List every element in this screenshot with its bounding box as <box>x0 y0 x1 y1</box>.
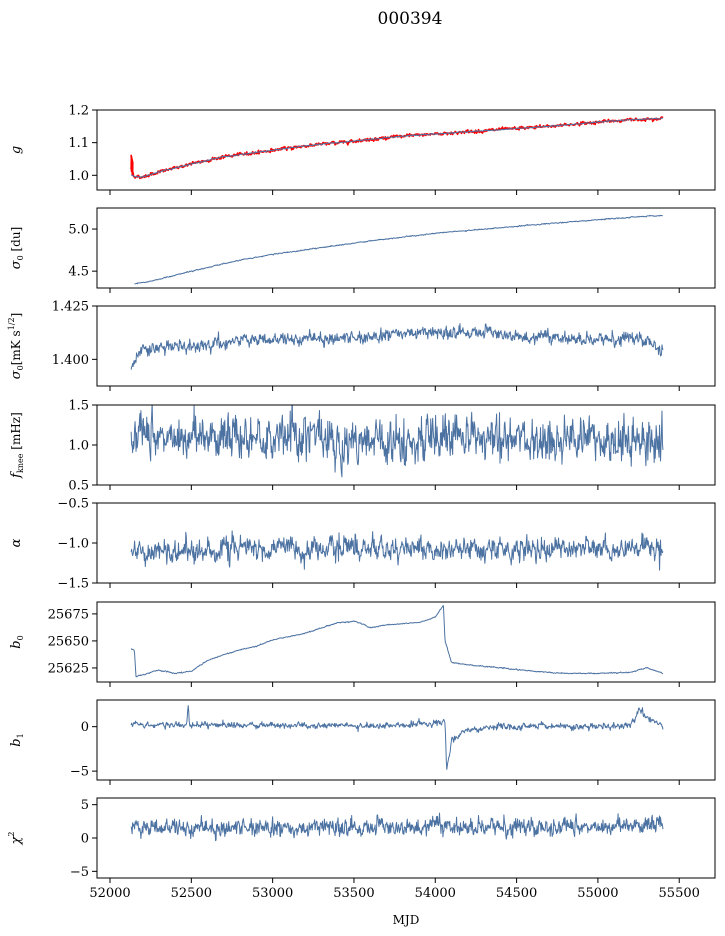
series-group <box>130 530 664 571</box>
y-axis-label-g: g <box>9 146 24 154</box>
series-group <box>134 214 663 285</box>
panel-sigma0-du: 4.5 5.0 σ0 [du] <box>9 207 716 293</box>
figure-title: 000394 <box>378 9 443 29</box>
y-tick-label: −1.0 <box>57 537 89 552</box>
x-tick-label: 53500 <box>333 886 374 901</box>
y-tick-label: −5 <box>70 865 89 880</box>
x-axis-label: MJD <box>393 913 420 927</box>
y-tick-label: 1.0 <box>68 439 89 454</box>
axes-frame <box>96 601 716 683</box>
axes-frame <box>96 305 716 387</box>
y-tick-label: −1.5 <box>57 577 89 592</box>
x-tick-label: 55000 <box>577 886 618 901</box>
series-group <box>130 405 664 478</box>
series-group <box>130 605 664 678</box>
y-tick-label: 1.5 <box>68 399 89 414</box>
x-tick-label: 52000 <box>89 886 130 901</box>
panel-sigma0-mks: 1.400 1.425 σ0[mK s1/2] <box>7 300 716 391</box>
series-line-b1-0 <box>130 705 664 770</box>
y-axis-label-chi2: χ2 <box>7 832 24 846</box>
y-tick-label: 25675 <box>48 607 89 622</box>
series-group <box>130 812 664 842</box>
y-tick-label: 1.2 <box>68 104 89 119</box>
y-tick-label: 0 <box>81 720 89 735</box>
panels: 1.0 1.1 1.2 g 4.5 5.0 σ0 [du] 1.400 1.425 σ0[mK s… <box>7 104 716 901</box>
series-line-g-0 <box>130 116 664 180</box>
panel-alpha: −1.5 −1.0 −0.5 α <box>9 497 716 592</box>
x-tick-label: 54000 <box>415 886 456 901</box>
series-group <box>130 323 664 370</box>
axes-frame <box>96 699 716 781</box>
series-line-sigma0-du-0 <box>134 214 663 285</box>
y-axis-label-b1: b1 <box>9 733 25 746</box>
y-tick-label: 0 <box>81 832 89 847</box>
y-tick-label: 25650 <box>48 634 89 649</box>
y-tick-label: −5 <box>70 765 89 780</box>
y-axis-label-sigma0-du: σ0 [du] <box>9 227 25 270</box>
series-line-alpha-0 <box>130 530 664 571</box>
panel-chi2: −5 0 5 52000 52500 53000 53500 54000 54500 55000 5… <box>7 797 716 901</box>
axes-frame <box>96 109 716 191</box>
panel-b1: −5 0 b1 <box>9 699 716 785</box>
y-axis-label-fknee: fknee [mHz] <box>9 412 25 479</box>
panel-b0: 25625 25650 25675 b0 <box>9 601 716 687</box>
axes-frame <box>96 797 716 879</box>
y-tick-label: 1.400 <box>52 353 89 368</box>
y-tick-label: 1.1 <box>68 136 89 151</box>
series-group <box>130 705 664 770</box>
y-tick-label: 1.425 <box>52 300 89 315</box>
series-line-b0-0 <box>130 605 664 678</box>
x-tick-label: 55500 <box>659 886 700 901</box>
series-line-g-1 <box>131 117 663 178</box>
series-line-sigma0-mks-0 <box>130 323 664 370</box>
x-tick-label: 52500 <box>171 886 212 901</box>
series-line-fknee-0 <box>130 405 664 478</box>
series-line-chi2-0 <box>130 812 664 842</box>
series-group <box>130 116 664 180</box>
y-tick-label: 25625 <box>48 661 89 676</box>
axes-frame <box>96 207 716 289</box>
y-tick-label: 5 <box>81 798 89 813</box>
y-tick-label: 5.0 <box>68 223 89 238</box>
y-axis-label-sigma0-mks: σ0[mK s1/2] <box>7 313 25 380</box>
y-axis-label-b0: b0 <box>9 635 25 648</box>
panel-g: 1.0 1.1 1.2 g <box>9 104 716 195</box>
y-tick-label: 1.0 <box>68 169 89 184</box>
x-tick-label: 53000 <box>252 886 293 901</box>
y-tick-label: −0.5 <box>57 497 89 512</box>
y-axis-label-alpha: α <box>9 538 24 547</box>
x-tick-label: 54500 <box>496 886 537 901</box>
y-tick-label: 4.5 <box>68 265 89 280</box>
y-tick-label: 0.5 <box>68 479 89 494</box>
panel-fknee: 0.5 1.0 1.5 fknee [mHz] <box>9 399 716 494</box>
